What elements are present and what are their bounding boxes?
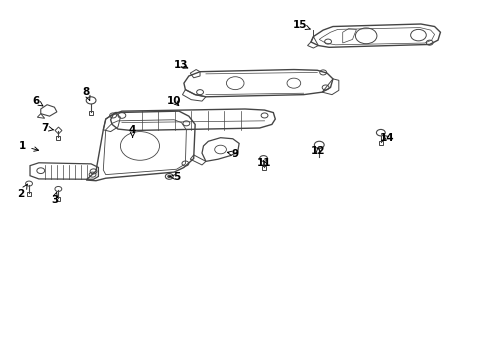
Text: 13: 13 [174,60,189,70]
Ellipse shape [168,175,171,177]
Text: 12: 12 [311,146,325,156]
Text: 6: 6 [32,96,43,106]
Text: 9: 9 [227,149,239,159]
Text: 1: 1 [19,141,39,151]
Text: 8: 8 [83,87,90,100]
Text: 2: 2 [18,184,27,199]
Text: 3: 3 [51,192,58,205]
Text: 7: 7 [41,123,54,133]
Text: 4: 4 [129,125,136,138]
Text: 14: 14 [379,133,394,143]
Text: 11: 11 [257,158,272,168]
Text: 10: 10 [167,96,181,106]
Text: 5: 5 [170,172,180,182]
Text: 15: 15 [293,20,310,30]
